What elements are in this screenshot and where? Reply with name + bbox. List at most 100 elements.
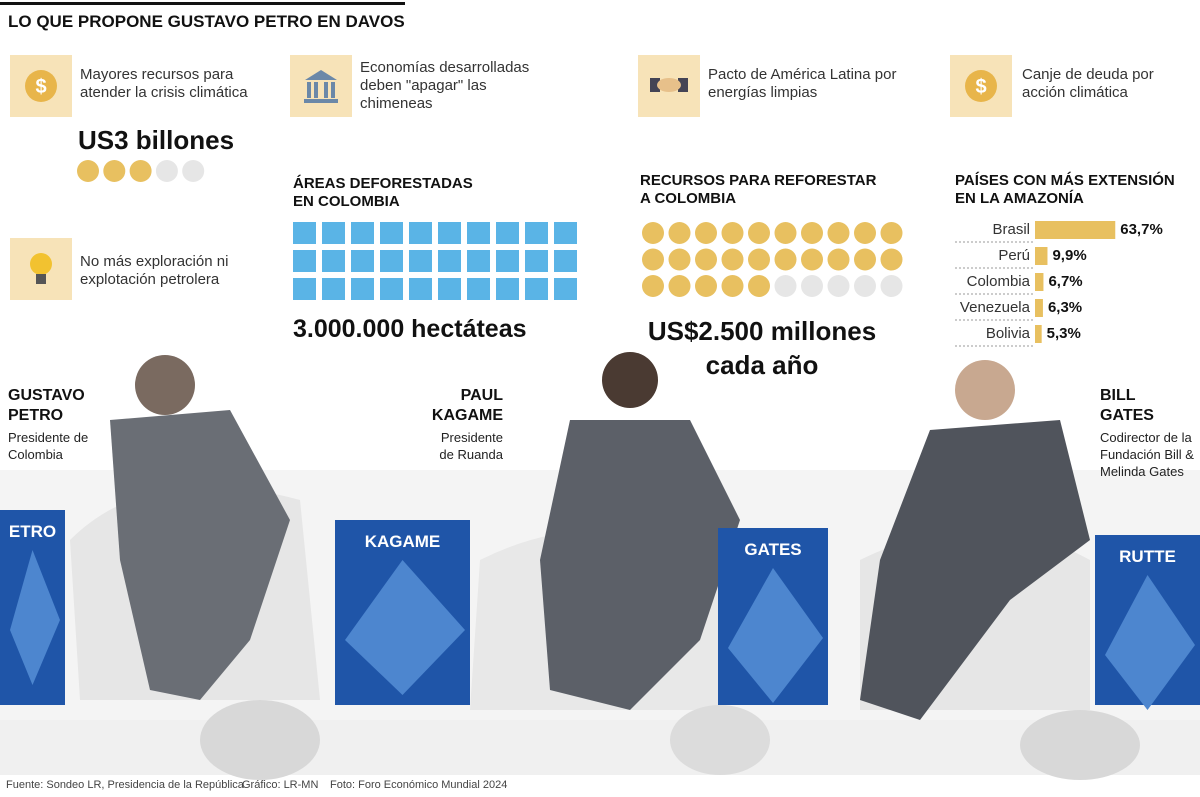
dot (155, 160, 178, 182)
square (554, 250, 577, 272)
square (351, 222, 374, 244)
coin (880, 222, 903, 244)
proposal: Mayores recursos para atender la crisis … (80, 66, 248, 101)
panel-name: ETRO (8, 522, 57, 541)
footer-credit: Gráfico: LR-MN (242, 779, 319, 791)
person-name: BILL GATES (1100, 387, 1154, 424)
section-title: ÁREAS DEFORESTADAS EN COLOMBIA (293, 175, 473, 210)
coin (695, 275, 717, 297)
person-role: Presidente de Ruanda (439, 430, 503, 462)
bar (1035, 273, 1044, 291)
title-rule (0, 2, 405, 5)
square (525, 222, 548, 244)
coin (642, 275, 664, 297)
square (496, 278, 519, 300)
square (467, 278, 490, 300)
proposal: Canje de deuda por acción climática (1022, 66, 1154, 101)
coin (642, 222, 664, 244)
panel-graphic (345, 560, 465, 695)
coin (854, 248, 876, 271)
square (351, 250, 374, 272)
square (525, 278, 548, 300)
svg-text:$: $ (35, 76, 46, 98)
square (554, 278, 577, 300)
value-label: 5,3% (1046, 325, 1081, 342)
square (409, 222, 432, 244)
category-label: Venezuela (959, 299, 1030, 316)
square (322, 250, 345, 272)
section-title: PAÍSES CON MÁS EXTENSIÓN EN LA AMAZONÍA (955, 172, 1175, 207)
value-label: 6,7% (1048, 273, 1083, 290)
square (322, 222, 345, 244)
coin (721, 222, 744, 244)
coin (801, 222, 823, 244)
coin (827, 275, 850, 297)
coin (880, 248, 903, 271)
square (525, 250, 548, 272)
coin (748, 248, 770, 271)
svg-text:$: $ (975, 76, 986, 98)
square (293, 250, 316, 272)
square (438, 222, 461, 244)
reforestation-value: US$2.500 millones cada año (647, 316, 877, 380)
square (409, 250, 432, 272)
dot (103, 160, 126, 182)
square (380, 278, 403, 300)
proposal: No más exploración ni explotación petrol… (80, 253, 229, 288)
icon-bank (290, 55, 352, 117)
coin (668, 222, 691, 244)
footer-photo: Foto: Foro Económico Mundial 2024 (330, 779, 508, 791)
coin (827, 222, 850, 244)
panel-name: KAGAME (364, 532, 441, 551)
bar (1035, 325, 1042, 343)
panel-name: GATES (744, 540, 802, 559)
square (467, 222, 490, 244)
dot (77, 160, 99, 182)
proposal: Economías desarrolladas deben "apagar" l… (360, 59, 530, 112)
square (293, 222, 316, 244)
deforestation-value: 3.000.000 hectáteas (293, 315, 527, 343)
panel-graphic (1105, 575, 1195, 710)
coin (721, 275, 744, 297)
square (351, 278, 374, 300)
coin (748, 275, 770, 297)
coin (801, 248, 823, 271)
coin (801, 275, 823, 297)
coin (774, 222, 797, 244)
coin (695, 248, 717, 271)
square (322, 278, 345, 300)
coin (854, 275, 876, 297)
square (438, 250, 461, 272)
dot (129, 160, 152, 182)
square (554, 222, 577, 244)
bar (1035, 221, 1116, 239)
person-name: GUSTAVO PETRO (8, 387, 85, 424)
coin (748, 222, 770, 244)
square (496, 250, 519, 272)
square (380, 250, 403, 272)
section-title: RECURSOS PARA REFORESTAR A COLOMBIA (640, 172, 877, 207)
coin (827, 248, 850, 271)
icon-dollar: $ (950, 55, 1012, 117)
person-name: PAUL KAGAME (431, 387, 503, 424)
bar (1035, 299, 1043, 317)
panel-name: RUTTE (1119, 547, 1176, 566)
coin (668, 248, 691, 271)
coin (642, 248, 664, 271)
coin (774, 275, 797, 297)
square (438, 278, 461, 300)
dot (182, 160, 205, 182)
icon-handshake (638, 55, 700, 117)
value-label: 63,7% (1120, 221, 1163, 238)
title: LO QUE PROPONE GUSTAVO PETRO EN DAVOS (8, 12, 405, 31)
coin (721, 248, 744, 271)
category-label: Perú (998, 247, 1030, 264)
coin (695, 222, 717, 244)
square (409, 278, 432, 300)
square (293, 278, 316, 300)
coin (854, 222, 876, 244)
funds-value: US3 billones (78, 125, 235, 155)
panel-graphic (728, 568, 823, 703)
